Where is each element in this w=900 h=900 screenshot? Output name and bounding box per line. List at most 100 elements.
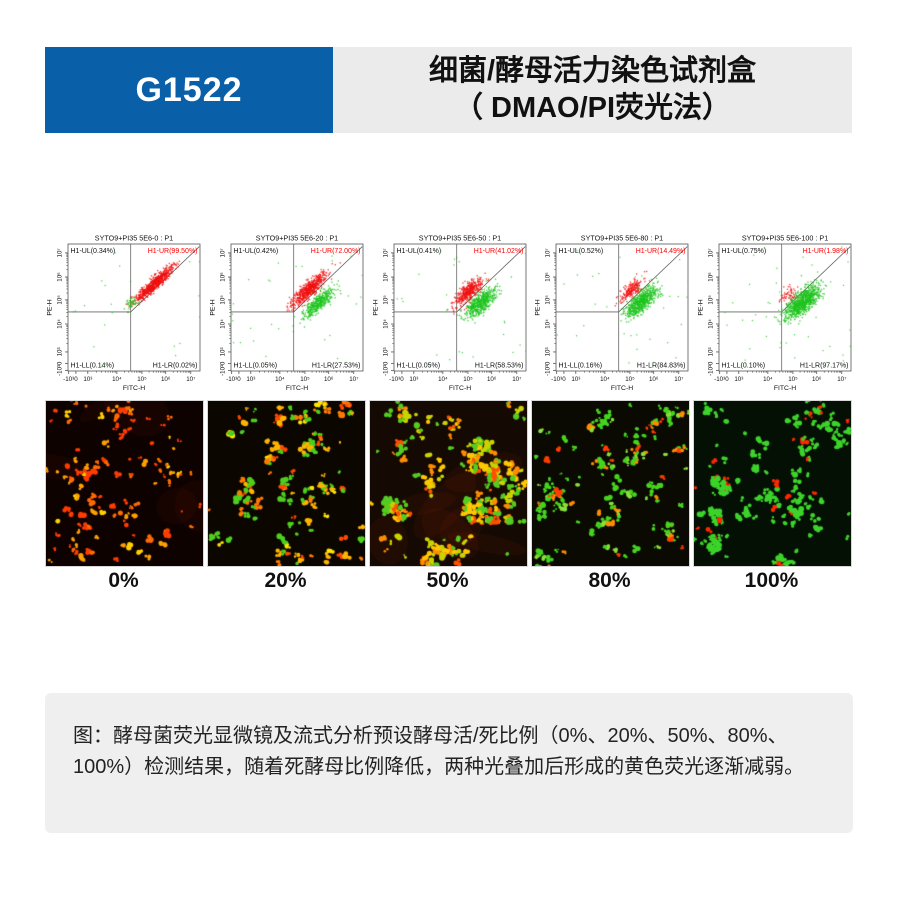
x-tick-label: 10⁷: [349, 376, 358, 383]
page-title-line1: 细菌/酵母活力染色试剂盒: [428, 55, 757, 87]
x-tick-label: -10³: [389, 376, 400, 383]
x-tick-label: 10⁴: [763, 376, 773, 383]
x-tick-label: 0: [74, 376, 78, 383]
y-tick-label: 10⁷: [220, 248, 227, 257]
x-tick-label: -10³: [63, 376, 74, 383]
x-tick-label: 10⁴: [600, 376, 610, 383]
microscopy-image-3: [369, 400, 528, 567]
y-tick-label: -10³: [220, 365, 227, 376]
microscopy-image-2: [207, 400, 366, 567]
x-tick-label: 10⁶: [324, 376, 334, 383]
x-tick-label: 10⁴: [275, 376, 285, 383]
y-tick-label: 10⁴: [383, 319, 390, 329]
x-tick-label: 10⁶: [812, 376, 822, 383]
percent-label-80: 80%: [588, 569, 631, 592]
flow-plot-5: SYTO9+PI35 5E6-100 : P1 -10³ -10³ 0 0 10³ 10³ 1…: [696, 233, 859, 401]
plot-title: SYTO9+PI35 5E6-50 : P1: [419, 234, 501, 243]
x-tick-label: 10⁶: [487, 376, 497, 383]
x-tick-label: -10³: [226, 376, 237, 383]
x-tick-label: 10⁵: [788, 376, 798, 383]
microscopy-image-1: [45, 400, 204, 567]
microscopy-canvas: [369, 400, 528, 567]
y-tick-label: 10³: [545, 347, 552, 356]
y-tick-label: 0: [220, 361, 227, 365]
x-tick-label: -10³: [714, 376, 725, 383]
y-tick-label: 10⁵: [383, 295, 390, 305]
microscopy-canvas: [207, 400, 366, 567]
y-tick-label: 10³: [383, 347, 390, 356]
y-tick-label: 0: [383, 361, 390, 365]
x-tick-label: 10³: [246, 376, 255, 383]
y-tick-label: 10⁷: [57, 248, 64, 257]
y-tick-label: 10⁵: [545, 295, 552, 305]
y-tick-label: 10⁶: [545, 272, 552, 282]
flow-plot-2: SYTO9+PI35 5E6-20 : P1 -10³ -10³ 0 0 10³ 10³ 10…: [208, 233, 371, 401]
y-tick-label: 10⁶: [220, 272, 227, 282]
microscopy-canvas: [531, 400, 690, 567]
x-tick-label: 10³: [83, 376, 92, 383]
x-axis-label: FITC-H: [611, 385, 633, 392]
x-axis-label: FITC-H: [449, 385, 471, 392]
percent-labels-row: 0% 20% 50% 80% 100%: [0, 569, 900, 599]
x-tick-label: 0: [725, 376, 729, 383]
x-axis-label: FITC-H: [774, 385, 796, 392]
flow-cytometry-row: SYTO9+PI35 5E6-0 : P1 -10³ -10³ 0 0 10³ 10³ 10⁴…: [0, 233, 900, 403]
y-tick-label: 0: [708, 361, 715, 365]
percent-label-0: 0%: [108, 569, 139, 592]
x-tick-label: 10⁵: [625, 376, 635, 383]
page-title-line2: （ DMAO/PI荧光法）: [453, 92, 732, 124]
y-tick-label: 10⁵: [57, 295, 64, 305]
plot-title: SYTO9+PI35 5E6-80 : P1: [581, 234, 663, 243]
plot-title: SYTO9+PI35 5E6-0 : P1: [95, 234, 173, 243]
y-axis-label: PE-H: [47, 299, 54, 315]
scatter-canvas: [719, 244, 851, 371]
x-tick-label: 0: [562, 376, 566, 383]
microscopy-image-5: [693, 400, 852, 567]
y-axis-label: PE-H: [535, 299, 542, 315]
scatter-canvas: [231, 244, 363, 371]
x-tick-label: 10⁵: [463, 376, 473, 383]
y-tick-label: 10³: [57, 347, 64, 356]
y-tick-label: 10⁷: [383, 248, 390, 257]
x-tick-label: 10³: [409, 376, 418, 383]
y-tick-label: -10³: [383, 365, 390, 376]
y-tick-label: 10⁶: [708, 272, 715, 282]
flow-plot-4: SYTO9+PI35 5E6-80 : P1 -10³ -10³ 0 0 10³ 10³ 10…: [533, 233, 696, 401]
x-tick-label: 10⁶: [161, 376, 171, 383]
x-tick-label: -10³: [551, 376, 562, 383]
microscopy-image-4: [531, 400, 690, 567]
x-tick-label: 10⁷: [512, 376, 521, 383]
y-axis-label: PE-H: [373, 299, 380, 315]
x-tick-label: 10⁴: [438, 376, 448, 383]
y-tick-label: 10⁴: [708, 319, 715, 329]
product-code-badge: G1522: [45, 47, 333, 133]
product-code: G1522: [135, 70, 243, 109]
y-tick-label: 10⁶: [383, 272, 390, 282]
scatter-canvas: [556, 244, 688, 371]
y-tick-label: 10⁴: [545, 319, 552, 329]
page-title: 细菌/酵母活力染色试剂盒 （ DMAO/PI荧光法）: [333, 47, 852, 133]
x-tick-label: 10⁵: [300, 376, 310, 383]
plot-title: SYTO9+PI35 5E6-100 : P1: [742, 234, 828, 243]
x-tick-label: 10⁷: [186, 376, 195, 383]
x-tick-label: 10³: [571, 376, 580, 383]
y-tick-label: 0: [57, 361, 64, 365]
percent-label-100: 100%: [744, 569, 799, 592]
figure-caption: 图：酵母菌荧光显微镜及流式分析预设酵母活/死比例（0%、20%、50%、80%、…: [73, 725, 805, 778]
microscopy-canvas: [45, 400, 204, 567]
y-tick-label: 10⁵: [220, 295, 227, 305]
y-tick-label: 10⁴: [220, 319, 227, 329]
x-tick-label: 10⁷: [674, 376, 683, 383]
figure-caption-box: 图：酵母菌荧光显微镜及流式分析预设酵母活/死比例（0%、20%、50%、80%、…: [45, 693, 853, 833]
x-axis-label: FITC-H: [286, 385, 308, 392]
scatter-canvas: [394, 244, 526, 371]
y-axis-label: PE-H: [210, 299, 217, 315]
x-tick-label: 10⁷: [837, 376, 846, 383]
y-tick-label: 0: [545, 361, 552, 365]
y-tick-label: 10⁷: [708, 248, 715, 257]
x-tick-label: 0: [400, 376, 404, 383]
y-tick-label: 10⁶: [57, 272, 64, 282]
percent-label-20: 20%: [264, 569, 307, 592]
y-tick-label: 10⁷: [545, 248, 552, 257]
y-tick-label: -10³: [545, 365, 552, 376]
